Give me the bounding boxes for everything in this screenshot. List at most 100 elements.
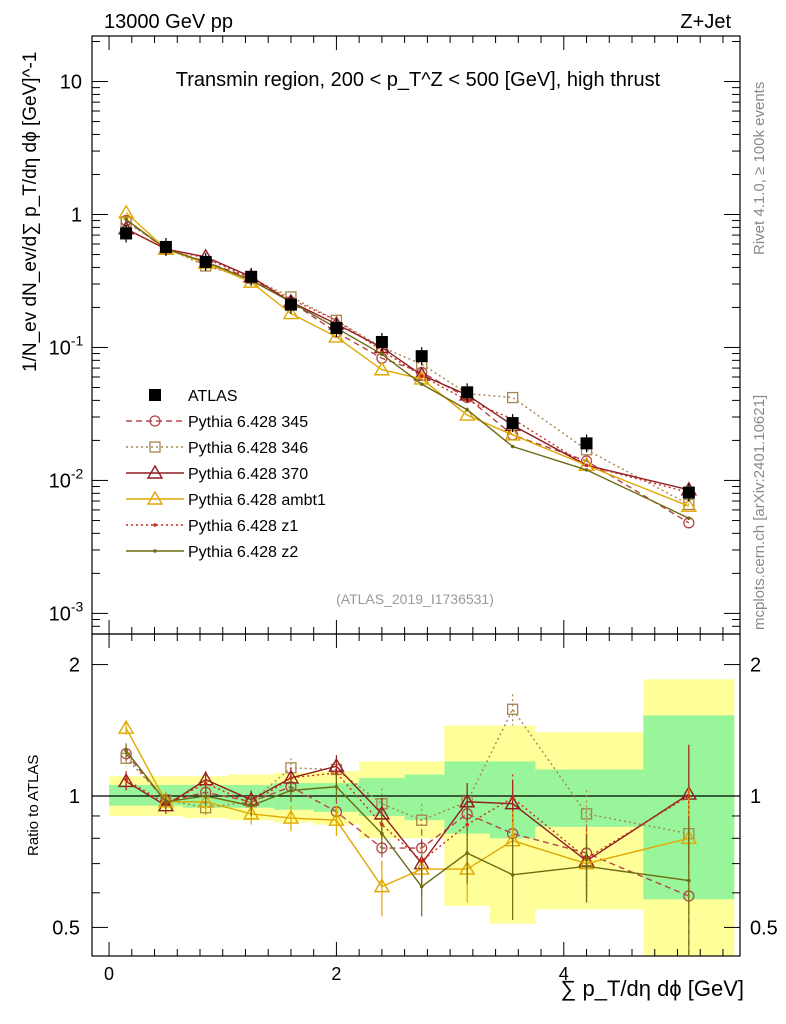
ratio-series-line: [125, 727, 690, 888]
legend-marker: [149, 389, 161, 401]
ratio-series-point: [506, 703, 519, 715]
main-series-point: [680, 497, 698, 512]
y-tick-label-ratio-left: 0.5: [52, 917, 80, 939]
ratio-series-point: [465, 822, 469, 827]
main-series-point: [687, 516, 691, 520]
legend-label: Pythia 6.428 345: [188, 414, 308, 431]
y-tick-label-ratio-right: 2: [750, 655, 761, 677]
main-series-point: [419, 374, 424, 378]
legend-label: ATLAS: [188, 388, 238, 405]
y-axis-label-main: 1/N_ev dN_ev/d∑ p_T/dη dϕ [GeV]^-1: [20, 52, 41, 372]
ratio-series-point: [584, 864, 589, 869]
legend-marker: [153, 523, 157, 527]
ratio-series-point: [419, 884, 424, 889]
ratio-series-point: [282, 809, 300, 824]
ratio-series-line: [125, 750, 689, 888]
main-series-line: [125, 212, 690, 507]
ratio-series-point: [416, 814, 428, 826]
main-series-group: [117, 204, 698, 529]
data-point: [330, 322, 343, 335]
main-series-point: [373, 361, 391, 376]
data-point: [284, 298, 297, 311]
ratio-series-point: [687, 878, 691, 883]
energy-label: 13000 GeV pp: [104, 11, 233, 33]
legend-label: Pythia 6.428 370: [188, 466, 308, 483]
data-point: [682, 486, 695, 499]
legend-marker: [146, 464, 164, 479]
data-point: [461, 386, 474, 399]
main-series-point: [510, 444, 515, 449]
ratio-series-point: [380, 831, 384, 836]
band-inner-bin: [535, 769, 644, 827]
main-series-point: [328, 328, 345, 343]
ratio-series-point: [124, 748, 128, 753]
legend-marker: [149, 415, 161, 427]
y-tick-label-ratio-right: 0.5: [750, 917, 778, 939]
ratio-series-point: [117, 719, 135, 734]
ratio-panel-frame: [91, 633, 741, 957]
ratio-series-point: [465, 851, 469, 855]
ratio-series-point: [124, 777, 128, 782]
chart-title: Transmin region, 200 < p_T^Z < 500 [GeV]…: [176, 69, 661, 91]
y-tick-label-main: 10-2: [49, 465, 84, 492]
ratio-series-point: [289, 788, 293, 793]
mcplots-label: mcplots.cern.ch [arXiv:2401.10621]: [751, 395, 768, 630]
band-inner-bin: [404, 774, 445, 821]
main-series-point: [506, 391, 519, 404]
y-axis-label-ratio: Ratio to ATLAS: [25, 755, 42, 856]
ratio-series-group: [117, 694, 698, 956]
legend-marker: [146, 490, 164, 505]
main-series-point: [584, 463, 589, 468]
analysis-id: (ATLAS_2019_I1736531): [336, 591, 494, 607]
main-series-point: [413, 366, 430, 381]
main-series-point: [504, 426, 521, 441]
ratio-series-point: [249, 803, 253, 808]
data-point: [415, 350, 428, 363]
main-series-point: [419, 382, 424, 386]
main-series-point: [282, 305, 300, 320]
data-point: [580, 437, 593, 450]
ratio-series-point: [289, 776, 293, 780]
y-tick-label-ratio-right: 1: [750, 786, 761, 808]
ratio-series-point: [504, 795, 521, 810]
y-tick-label-ratio-left: 1: [69, 786, 80, 808]
data-point: [375, 335, 388, 348]
main-series-point: [465, 407, 469, 412]
data-point: [120, 227, 133, 240]
band-inner-bin: [109, 784, 144, 806]
legend-marker: [149, 441, 161, 453]
ratio-series-point: [510, 796, 515, 800]
data-point: [159, 240, 172, 253]
ratio-series-point: [203, 781, 208, 785]
data-point: [245, 270, 258, 283]
ratio-series-point: [164, 799, 168, 804]
ratio-series-point: [328, 811, 345, 826]
data-point: [199, 255, 212, 268]
ratio-series-point: [687, 794, 691, 798]
data-point: [506, 417, 519, 430]
main-series-point: [458, 406, 476, 421]
y-tick-label-main: 10-1: [49, 332, 84, 359]
y-tick-label-main: 1: [71, 204, 82, 226]
y-tick-label-main: 10-3: [49, 598, 84, 625]
process-label: Z+Jet: [680, 11, 731, 33]
main-series-line: [125, 218, 690, 519]
legend-label: Pythia 6.428 z1: [188, 518, 298, 535]
main-series-line: [125, 228, 690, 491]
axes-ticks: 0 2 4 10 1 10-1 10-2 10-3 2 2 1 1 0.5 0.5: [49, 36, 778, 984]
ratio-series-point: [334, 784, 339, 789]
ratio-series-point: [510, 872, 515, 877]
y-tick-label-main: 10: [60, 72, 82, 94]
x-tick-label: 4: [559, 964, 569, 984]
main-series-point: [124, 217, 128, 222]
main-series-point: [584, 468, 589, 472]
x-tick-label: 0: [104, 964, 114, 984]
x-tick-label: 2: [331, 964, 341, 984]
rivet-label: Rivet 4.1.0, ≥ 100k events: [751, 82, 768, 255]
main-series-point: [380, 352, 384, 356]
ratio-series-point: [334, 771, 339, 775]
y-tick-label-ratio-left: 2: [69, 655, 80, 677]
ratio-series-point: [242, 805, 260, 820]
ratio-series-point: [197, 793, 214, 808]
